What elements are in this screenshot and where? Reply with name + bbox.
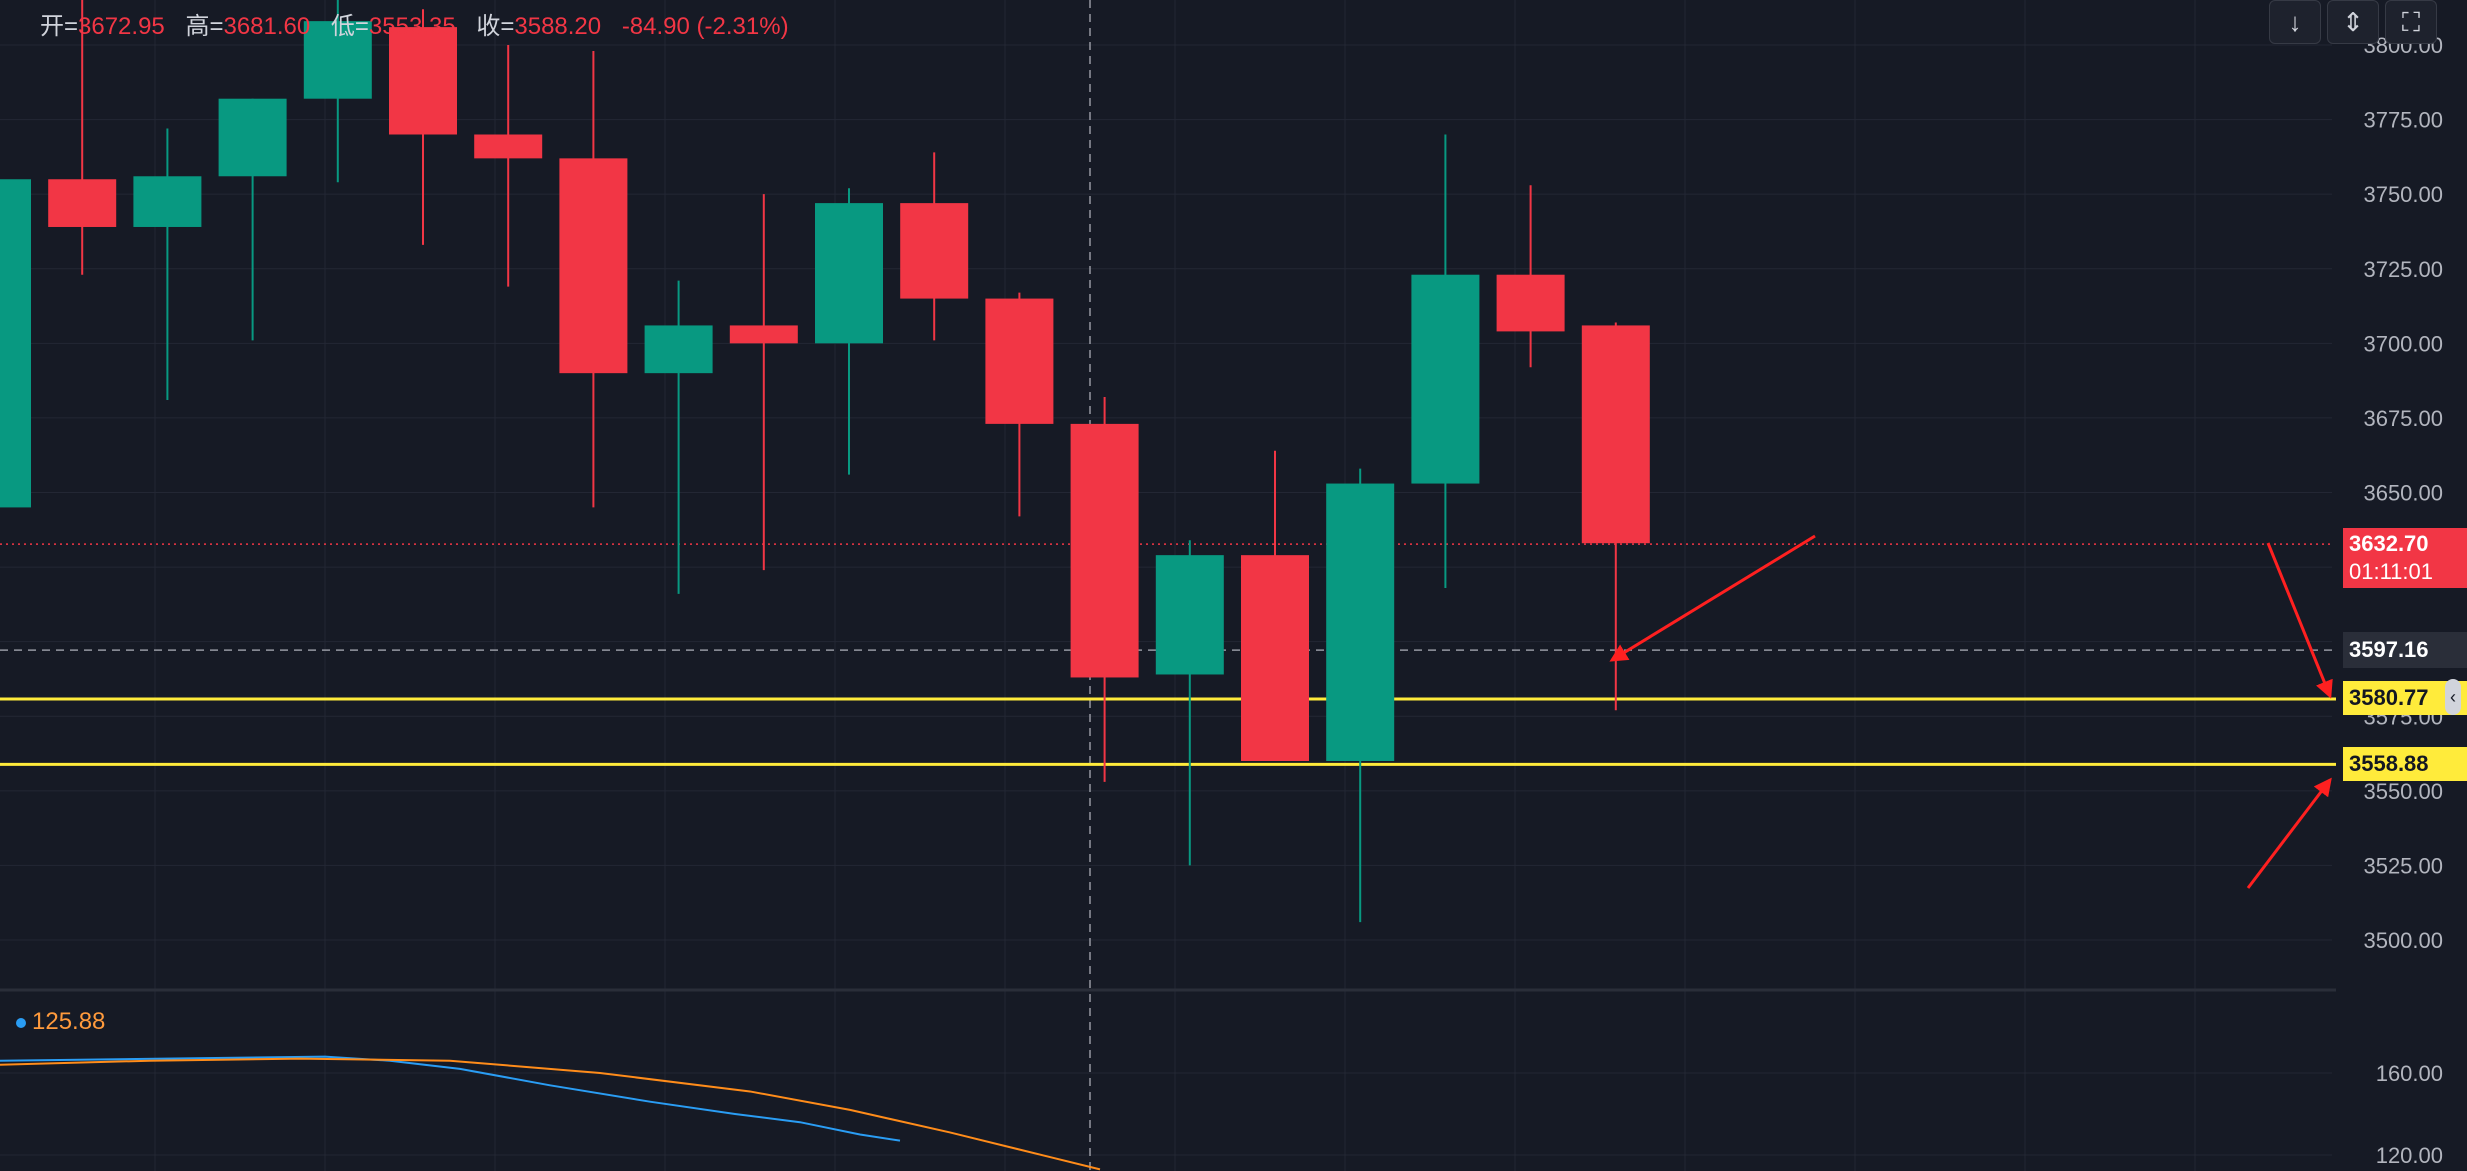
candle-body — [900, 203, 969, 299]
candle-body — [48, 179, 117, 227]
candle-body — [0, 179, 31, 508]
y-tick-label: 3650.00 — [2363, 481, 2443, 506]
candle-body — [303, 21, 372, 99]
last-price-value: 3632.70 — [2349, 531, 2429, 556]
crosshair-price-tag: 3597.16 — [2343, 632, 2467, 668]
candle-body — [815, 203, 883, 344]
collapse-icon: ⇕ — [2342, 7, 2364, 37]
y-tick-label: 3500.00 — [2363, 928, 2443, 953]
indicator-value: 125.88 — [32, 1008, 106, 1035]
countdown-value: 01:11:01 — [2349, 559, 2434, 584]
y-tick-label: 3775.00 — [2363, 108, 2443, 133]
chevron-left-icon: ‹ — [2450, 687, 2456, 707]
indicator-line — [0, 1055, 901, 1142]
indicator-dot-icon — [16, 1017, 26, 1028]
candle-body — [985, 298, 1054, 424]
indicator-legend: 125.88 — [16, 1008, 105, 1036]
close-label: 收= — [476, 13, 515, 40]
low-label: 低= — [330, 13, 369, 40]
y-tick-label: 3525.00 — [2363, 853, 2443, 878]
y-tick-label: 160.00 — [2376, 1061, 2443, 1086]
y-tick-label: 3750.00 — [2363, 182, 2443, 207]
last-price-tag: 3632.70 01:11:01 — [2343, 528, 2467, 588]
annotation-arrow — [1609, 534, 1816, 662]
y-tick-label: 3700.00 — [2363, 331, 2443, 356]
candle-body — [1581, 325, 1650, 544]
level-2-price-tag: 3558.88 — [2343, 747, 2467, 781]
horizontal-levels[interactable] — [0, 697, 2340, 766]
download-button[interactable]: ↓ — [2269, 0, 2321, 44]
candle-body — [1496, 274, 1565, 332]
candle-body — [218, 98, 287, 177]
candle-body — [1070, 423, 1139, 678]
open-label: 开= — [40, 13, 79, 40]
candle-body — [1241, 555, 1309, 761]
fullscreen-button[interactable]: ⛶ — [2385, 0, 2437, 44]
low-value: 3553.35 — [368, 13, 456, 40]
lower-indicator — [0, 1055, 1101, 1171]
candle-body — [644, 325, 713, 374]
annotation-arrow — [2266, 542, 2333, 699]
candle-body — [389, 27, 457, 135]
ohlc-legend: 开=3672.95 高=3681.60 低=3553.35 收=3588.20 … — [40, 6, 803, 41]
annotation-arrow — [2246, 777, 2332, 889]
y-tick-label: 120.00 — [2376, 1143, 2443, 1168]
change-value: -84.90 (-2.31%) — [621, 13, 789, 40]
candle-body — [559, 158, 628, 374]
candle-body — [729, 325, 798, 344]
y-tick-label: 3675.00 — [2363, 406, 2443, 431]
download-icon: ↓ — [2288, 7, 2302, 37]
candle-body — [1411, 274, 1480, 484]
candle-body — [1326, 483, 1395, 761]
annotations — [1609, 534, 2333, 889]
candle-body — [474, 134, 543, 159]
high-value: 3681.60 — [223, 13, 311, 40]
close-value: 3588.20 — [514, 13, 602, 40]
scroll-to-realtime-button[interactable]: ‹ — [2445, 679, 2461, 715]
candlestick-series — [0, 0, 1650, 923]
candle-body — [1155, 555, 1224, 675]
fullscreen-icon: ⛶ — [2401, 7, 2421, 37]
indicator-line — [0, 1057, 1101, 1171]
open-value: 3672.95 — [78, 13, 165, 40]
collapse-button[interactable]: ⇕ — [2327, 0, 2379, 44]
candle-body — [133, 176, 202, 227]
high-label: 高= — [185, 13, 224, 40]
y-tick-label: 3550.00 — [2363, 779, 2443, 804]
y-tick-label: 3725.00 — [2363, 257, 2443, 282]
